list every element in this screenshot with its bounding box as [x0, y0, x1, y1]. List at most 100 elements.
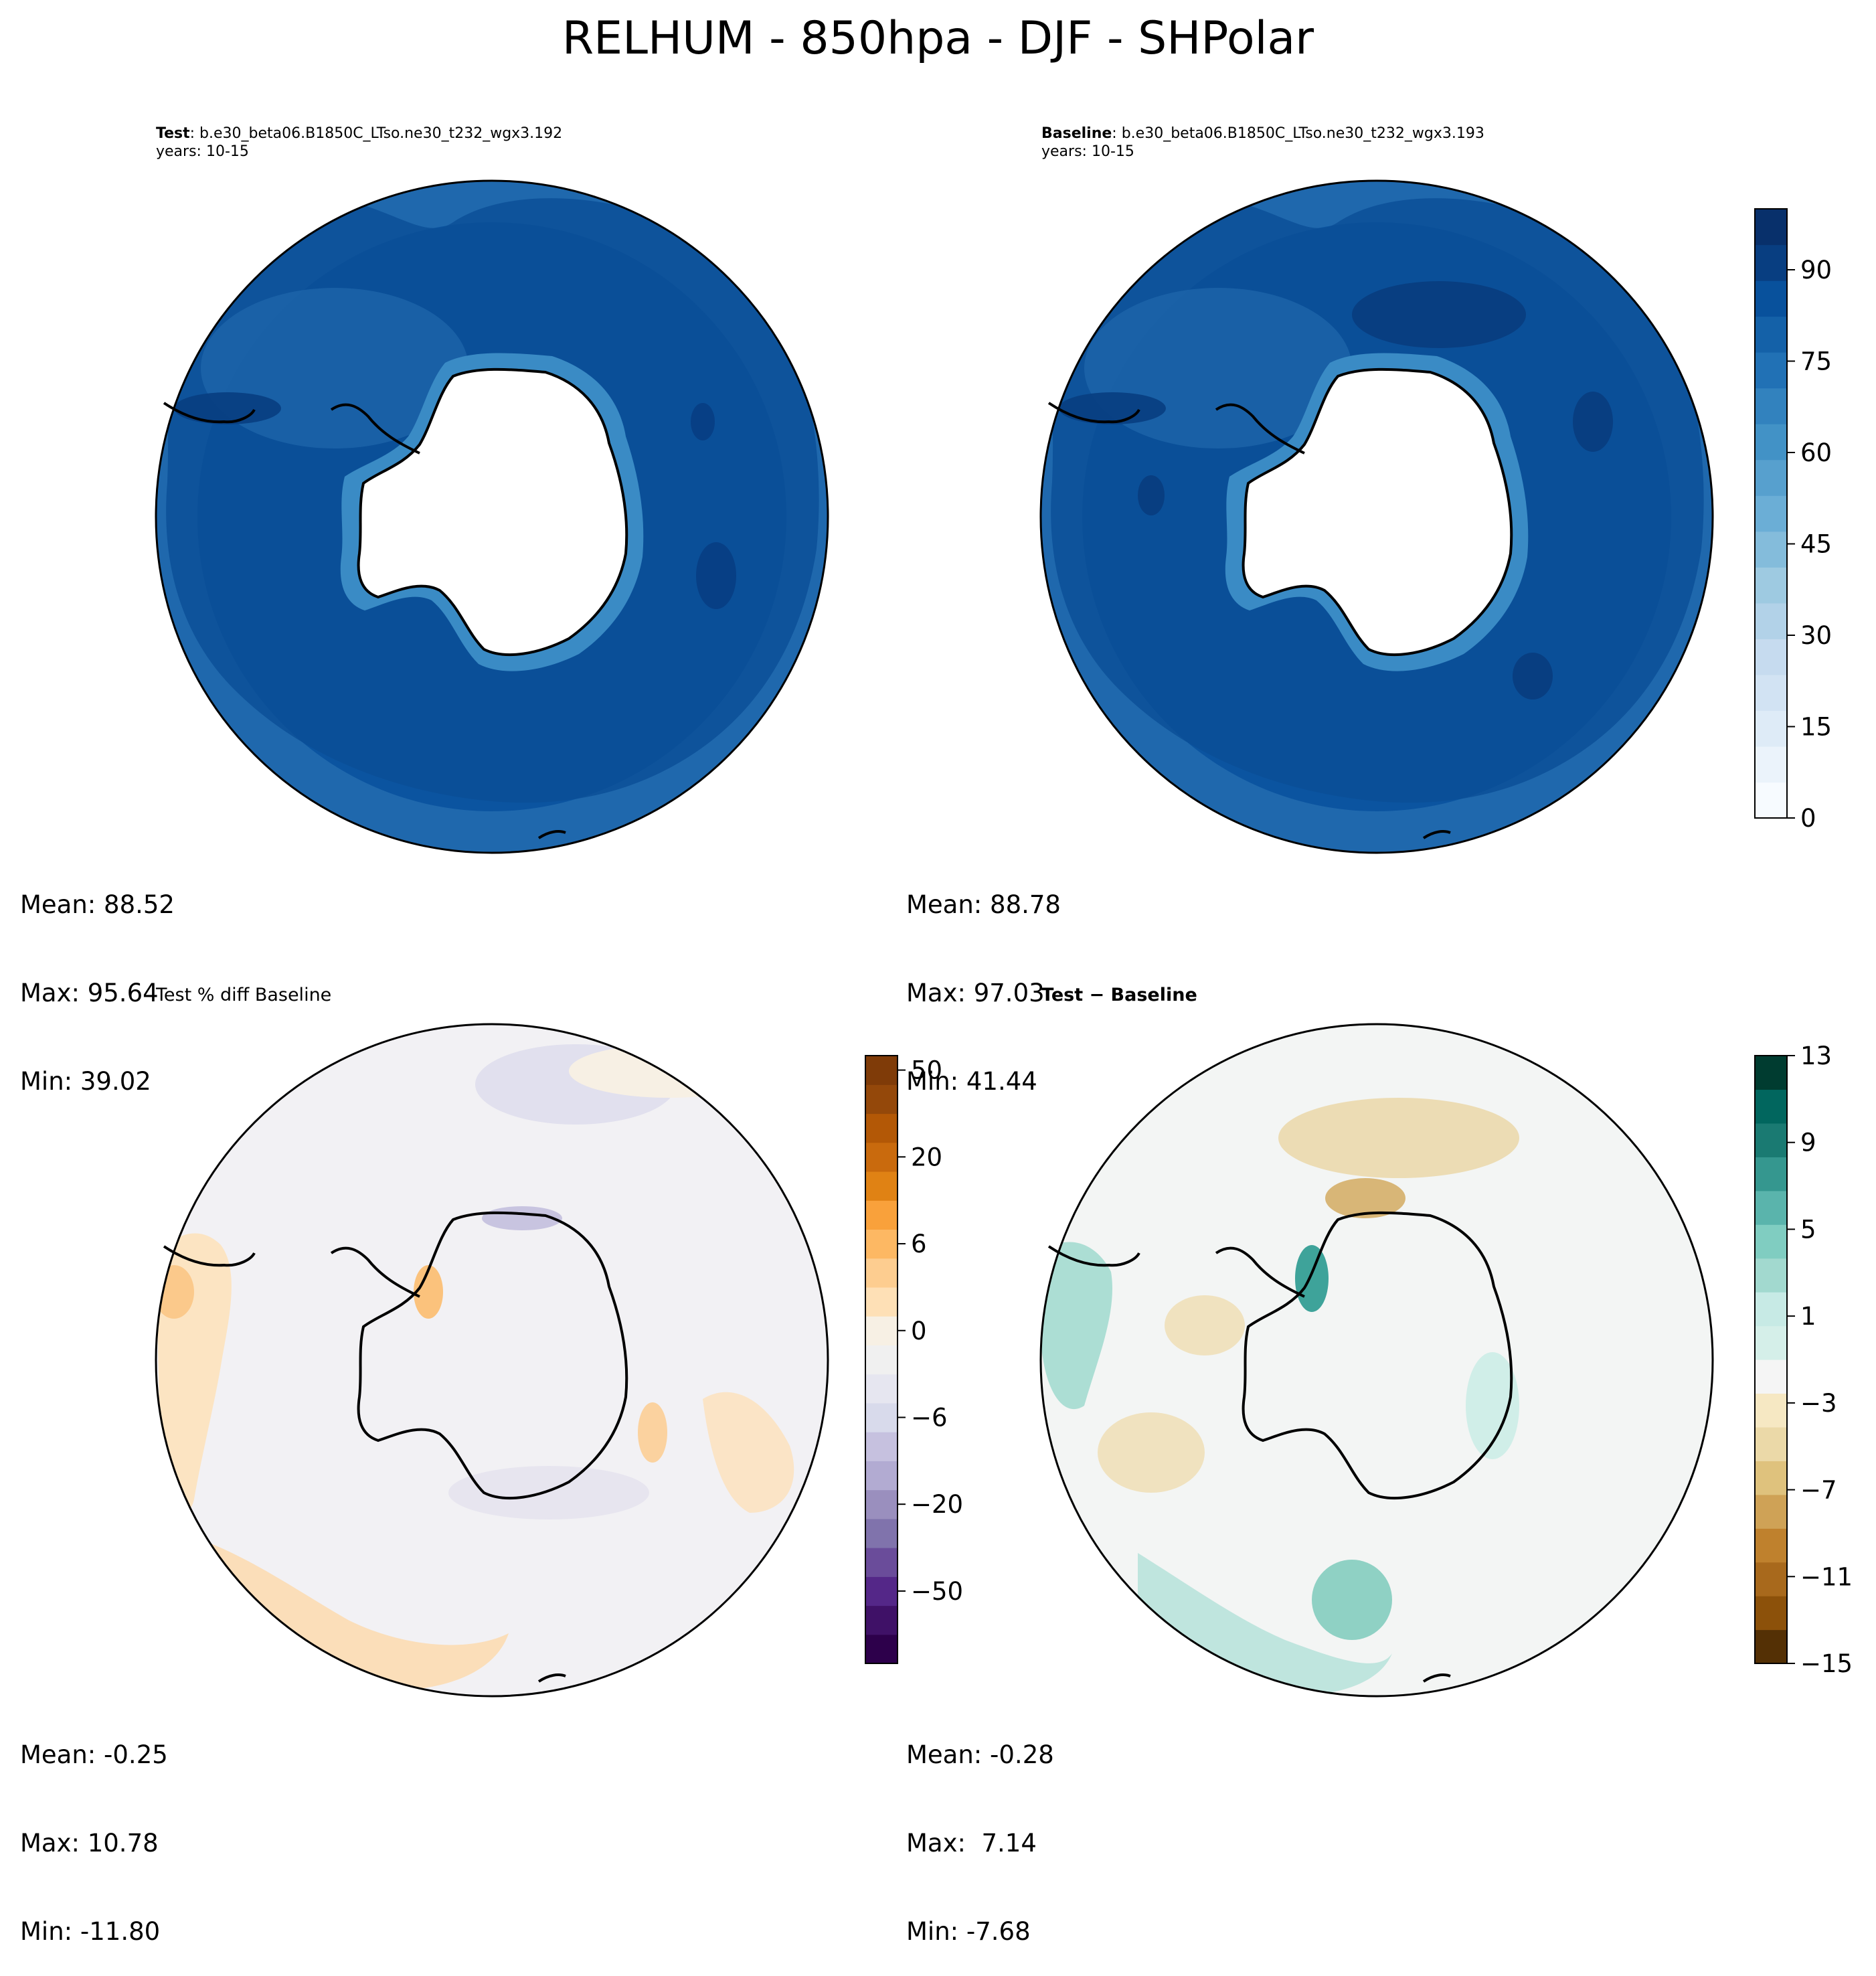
colorbar-swatch	[865, 1113, 898, 1143]
colorbar-swatch	[1755, 782, 1787, 819]
colorbar-tick-label: 30	[1800, 621, 1832, 650]
colorbar-swatch	[865, 1402, 898, 1432]
baseline-panel-header: Baseline: b.e30_beta06.B1850C_LTso.ne30_…	[1041, 125, 1484, 161]
colorbar-swatch	[865, 1374, 898, 1404]
colorbar-swatch	[1755, 531, 1787, 568]
diff-panel-header: Test − Baseline	[1041, 986, 1197, 1004]
colorbar-swatch	[1755, 1292, 1787, 1327]
test-panel-header: Test: b.e30_beta06.B1850C_LTso.ne30_t232…	[156, 125, 562, 161]
baseline-label: Baseline	[1041, 125, 1112, 142]
colorbar-tick-label: 45	[1800, 530, 1832, 559]
baseline-min: Min: 41.44	[906, 1067, 1037, 1096]
colorbar-swatch	[865, 1287, 898, 1317]
diff-colorbar: −15 −11 −7 −3 1 5 9 13	[1754, 1042, 1853, 1678]
colorbar-swatch	[865, 1171, 898, 1201]
colorbar-swatch	[1755, 1461, 1787, 1495]
colorbar-swatch	[1755, 1629, 1787, 1664]
colorbar-swatch	[1755, 1325, 1787, 1360]
colorbar-swatch	[1755, 1157, 1787, 1191]
colorbar-swatch	[1755, 639, 1787, 675]
colorbar-swatch	[1755, 1562, 1787, 1596]
colorbar-swatch	[865, 1316, 898, 1345]
colorbar-swatch	[1755, 1224, 1787, 1259]
baseline-stats: Mean: 88.78 Max: 97.03 Min: 41.44	[906, 831, 1061, 1126]
colorbar-swatch	[1755, 1360, 1787, 1394]
colorbar-swatch	[865, 1084, 898, 1115]
colorbar-swatch	[1755, 316, 1787, 353]
colorbar-tick-label: −11	[1800, 1562, 1853, 1591]
colorbar-swatch	[865, 1345, 898, 1375]
baseline-case-name: : b.e30_beta06.B1850C_LTso.ne30_t232_wgx…	[1112, 125, 1484, 142]
colorbar-tick-label: −7	[1800, 1476, 1837, 1505]
colorbar-swatch	[865, 1056, 898, 1085]
colorbar-swatch	[865, 1142, 898, 1172]
pct-diff-max: Max: 10.78	[20, 1829, 159, 1858]
colorbar-tick-label: 0	[911, 1317, 927, 1345]
colorbar-swatch	[865, 1518, 898, 1548]
colorbar-swatch	[1755, 602, 1787, 639]
diff-map	[1039, 1023, 1714, 1698]
colorbar-tick-label: −15	[1800, 1649, 1853, 1678]
colorbar-swatch	[865, 1548, 898, 1577]
colorbar-swatch	[1755, 710, 1787, 747]
baseline-map	[1039, 179, 1714, 854]
pct-diff-map	[155, 1023, 829, 1698]
test-mean: Mean: 88.52	[20, 890, 175, 919]
colorbar-frame	[1754, 208, 1788, 819]
colorbar-swatch	[1755, 1056, 1787, 1090]
colorbar-swatch	[1755, 1426, 1787, 1461]
colorbar-swatch	[1755, 388, 1787, 424]
test-case-name: : b.e30_beta06.B1850C_LTso.ne30_t232_wgx…	[189, 125, 563, 142]
test-map	[155, 179, 829, 854]
test-min: Min: 39.02	[20, 1067, 151, 1096]
colorbar-tick-label: 0	[1800, 804, 1816, 833]
colorbar-swatch	[865, 1634, 898, 1664]
colorbar-tick-label: 6	[911, 1230, 927, 1258]
colorbar-swatch	[1755, 567, 1787, 604]
colorbar-swatch	[865, 1605, 898, 1635]
colorbar-tick-label: 13	[1800, 1042, 1832, 1070]
colorbar-swatch	[1755, 459, 1787, 496]
colorbar-tick-label: 90	[1800, 256, 1832, 284]
colorbar-swatch	[1755, 424, 1787, 461]
colorbar-tick-label: −6	[911, 1403, 948, 1432]
pct-diff-min: Min: -11.80	[20, 1917, 161, 1946]
colorbar-swatch	[865, 1258, 898, 1288]
baseline-years: years: 10-15	[1041, 143, 1134, 160]
colorbar-swatch	[1755, 1190, 1787, 1225]
pct-diff-title: Test % diff Baseline	[156, 985, 332, 1005]
test-years: years: 10-15	[156, 143, 249, 160]
colorbar-swatch	[1755, 280, 1787, 317]
test-max: Max: 95.64	[20, 979, 159, 1007]
baseline-mean: Mean: 88.78	[906, 890, 1061, 919]
colorbar-tick-label: −50	[911, 1577, 963, 1606]
colorbar-swatch	[1755, 1123, 1787, 1157]
colorbar-swatch	[1755, 244, 1787, 281]
colorbar-swatch	[865, 1461, 898, 1491]
colorbar-tick-label: 15	[1800, 713, 1832, 742]
test-label: Test	[156, 125, 190, 142]
colorbar-frame	[1754, 1055, 1788, 1664]
colorbar-swatch	[1755, 495, 1787, 532]
diff-title: Test − Baseline	[1041, 985, 1197, 1005]
colorbar-tick-label: 9	[1800, 1129, 1816, 1157]
colorbar-tick-label: 5	[1800, 1215, 1816, 1244]
colorbar-swatch	[1755, 352, 1787, 389]
relhum-colorbar: 0 15 30 45 60 75 90	[1754, 208, 1832, 833]
diff-min: Min: -7.68	[906, 1917, 1031, 1946]
figure-title: RELHUM - 850hpa - DJF - SHPolar	[562, 12, 1314, 65]
colorbar-swatch	[1755, 209, 1787, 246]
pct-diff-panel-header: Test % diff Baseline	[156, 986, 331, 1004]
colorbar-swatch	[865, 1432, 898, 1461]
colorbar-swatch	[1755, 1596, 1787, 1631]
colorbar-tick-label: 1	[1800, 1302, 1816, 1331]
baseline-max: Max: 97.03	[906, 979, 1045, 1007]
colorbar-tick-label: 60	[1800, 438, 1832, 467]
colorbar-swatch	[1755, 1393, 1787, 1428]
colorbar-swatch	[1755, 1528, 1787, 1563]
colorbar-swatch	[1755, 1494, 1787, 1529]
colorbar-swatch	[1755, 1258, 1787, 1293]
diff-mean: Mean: -0.28	[906, 1740, 1054, 1769]
pct-diff-mean: Mean: -0.25	[20, 1740, 168, 1769]
